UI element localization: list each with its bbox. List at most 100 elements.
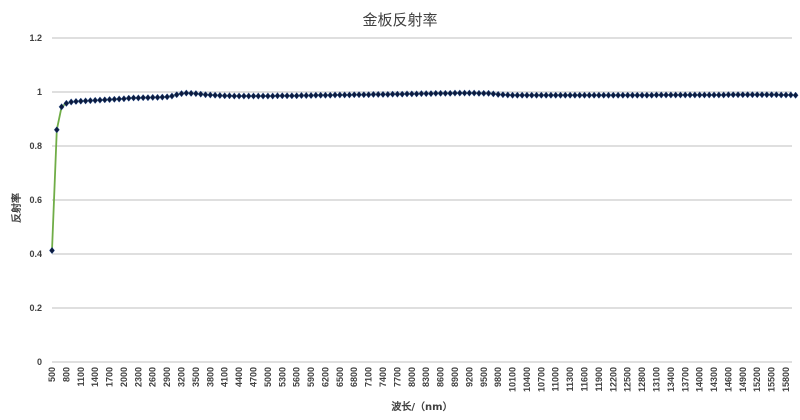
diamond-marker: [571, 91, 578, 99]
x-axis-ticks: 500 800 1100 1400 1700 2000 2300 2600 2900 3200 35…: [47, 367, 791, 392]
x-tick-label: 11900: [594, 367, 604, 392]
diamond-marker: [356, 91, 362, 99]
diamond-marker: [164, 93, 171, 101]
x-tick-label: 2000: [119, 367, 129, 387]
diamond-marker: [87, 97, 94, 105]
diamond-marker: [701, 91, 708, 99]
chart-title: 金板反射率: [362, 11, 437, 29]
diamond-marker: [216, 91, 223, 100]
x-axis-label: 波长/（nm）: [391, 400, 452, 413]
diamond-marker: [135, 94, 142, 102]
diamond-marker: [452, 89, 458, 97]
diamond-marker: [696, 91, 703, 99]
diamond-marker: [370, 90, 377, 99]
diamond-marker: [145, 94, 151, 102]
diamond-marker: [711, 91, 717, 99]
y-tick-label: 0.4: [29, 249, 42, 259]
diamond-marker: [437, 89, 444, 97]
diamond-marker: [121, 95, 127, 103]
diamond-marker: [754, 91, 761, 99]
diamond-marker: [533, 91, 540, 99]
diamond-marker: [279, 92, 286, 100]
x-tick-label: 3500: [191, 367, 201, 387]
x-tick-label: 15800: [781, 367, 791, 392]
diamond-marker: [624, 91, 631, 99]
x-tick-label: 12500: [623, 367, 633, 392]
diamond-marker: [332, 91, 338, 99]
diamond-marker: [269, 92, 276, 100]
diamond-marker: [341, 91, 348, 99]
diamond-marker: [288, 92, 295, 100]
diamond-marker: [744, 91, 751, 99]
x-tick-label: 4400: [234, 367, 244, 387]
x-tick-label: 1400: [90, 367, 100, 387]
diamond-marker: [687, 91, 693, 99]
diamond-marker: [677, 91, 684, 99]
x-tick-label: 11000: [551, 367, 561, 392]
diamond-marker: [375, 90, 382, 99]
x-tick-label: 4700: [248, 367, 258, 387]
y-tick-label: 1: [37, 87, 42, 97]
x-tick-label: 9500: [479, 367, 489, 387]
diamond-marker: [284, 92, 290, 100]
diamond-marker: [154, 93, 161, 101]
diamond-marker: [380, 90, 386, 99]
x-tick-label: 7400: [378, 367, 388, 387]
gridlines: [52, 37, 792, 363]
x-tick-label: 3200: [177, 367, 187, 387]
diamond-marker: [404, 90, 410, 98]
diamond-marker: [159, 93, 166, 101]
diamond-marker: [792, 91, 799, 99]
x-tick-label: 13100: [651, 367, 661, 392]
diamond-marker: [250, 92, 257, 100]
diamond-marker: [605, 91, 612, 99]
x-tick-label: 13700: [680, 367, 690, 392]
diamond-marker: [125, 94, 132, 102]
diamond-marker: [715, 91, 722, 99]
diamond-marker: [231, 92, 238, 100]
diamond-marker: [192, 90, 199, 98]
y-tick-label: 0.8: [29, 141, 42, 151]
x-tick-label: 11300: [565, 367, 575, 392]
diamond-marker: [68, 98, 75, 106]
diamond-marker: [778, 91, 785, 99]
y-tick-label: 0.6: [29, 195, 42, 205]
diamond-marker: [298, 91, 305, 100]
diamond-marker: [476, 89, 482, 97]
diamond-marker: [672, 91, 679, 99]
diamond-marker: [423, 90, 430, 98]
diamond-marker: [413, 90, 420, 98]
x-tick-label: 2900: [162, 367, 172, 387]
x-tick-label: 9800: [493, 367, 503, 387]
diamond-marker: [53, 126, 60, 134]
diamond-marker: [212, 91, 219, 99]
diamond-marker: [595, 91, 602, 99]
diamond-marker: [581, 91, 588, 99]
diamond-marker: [504, 91, 511, 99]
diamond-marker: [173, 91, 180, 99]
diamond-marker: [500, 91, 506, 99]
diamond-marker: [432, 89, 439, 97]
diamond-marker: [768, 91, 775, 99]
diamond-marker: [495, 90, 502, 99]
x-tick-label: 10700: [536, 367, 546, 392]
diamond-marker: [783, 91, 789, 99]
diamond-marker: [548, 91, 554, 99]
x-tick-label: 14000: [695, 367, 705, 392]
data-series: [49, 89, 799, 255]
diamond-marker: [49, 246, 55, 255]
diamond-marker: [773, 91, 780, 99]
diamond-marker: [408, 90, 415, 98]
x-tick-label: 12800: [637, 367, 647, 392]
diamond-marker: [538, 91, 545, 99]
diamond-marker: [183, 89, 190, 97]
diamond-marker: [514, 91, 521, 99]
diamond-marker: [221, 92, 228, 100]
diamond-marker: [576, 91, 583, 99]
x-tick-label: 8300: [421, 367, 431, 387]
diamond-marker: [106, 95, 113, 104]
diamond-marker: [384, 90, 391, 99]
x-tick-label: 5000: [263, 367, 273, 387]
diamond-marker: [658, 91, 665, 99]
